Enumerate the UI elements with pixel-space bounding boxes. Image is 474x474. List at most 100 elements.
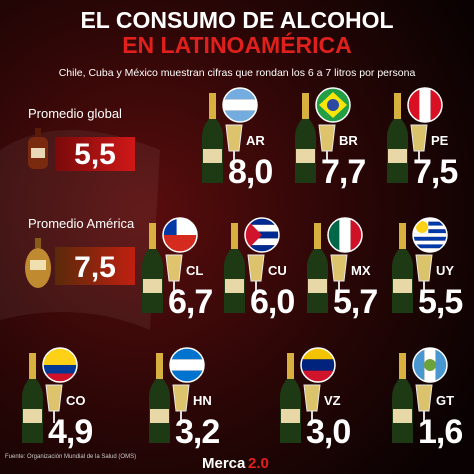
flag-part <box>430 88 442 122</box>
flag-part <box>301 348 335 360</box>
flag-part <box>170 348 204 360</box>
flag <box>328 218 362 252</box>
flag-ring <box>300 347 336 383</box>
country-code: HN <box>193 393 212 408</box>
flag-part <box>170 370 204 382</box>
country-code: VZ <box>324 393 341 408</box>
flag-part <box>416 221 428 233</box>
glass-stem <box>173 281 175 293</box>
glass-stem <box>233 151 235 163</box>
country-value: 1,6 <box>418 413 462 451</box>
average-box <box>55 137 135 171</box>
glass <box>415 384 433 412</box>
country-code: CO <box>66 393 86 408</box>
bottle-neck <box>394 93 401 119</box>
flag-ring <box>412 217 448 253</box>
glass <box>225 124 243 152</box>
flag-ring <box>162 217 198 253</box>
country-cards: AR 8,0 BR 7,7 PE 7,5 CL 6,7 CU 6,0 MX 5,7 UY 5,5 CO 4,9… <box>22 87 463 451</box>
country-card: CO 4,9 <box>22 347 93 451</box>
glass <box>303 384 321 412</box>
flag-part <box>413 240 447 245</box>
logo-accent: 2.0 <box>248 455 269 472</box>
average-value: 5,5 <box>74 138 116 171</box>
country-code: BR <box>339 133 358 148</box>
flag <box>413 348 447 382</box>
country-code: AR <box>246 133 265 148</box>
flag-ring <box>315 87 351 123</box>
country-value: 6,0 <box>250 283 294 321</box>
flag-part <box>413 233 447 237</box>
bottle-label <box>203 149 222 163</box>
bottle-neck <box>149 223 156 249</box>
glass <box>318 124 336 152</box>
glass <box>165 254 183 282</box>
flag-ring <box>244 217 280 253</box>
average-box <box>55 247 135 285</box>
glass-stem <box>255 281 257 293</box>
flag-part <box>413 244 447 249</box>
glass <box>45 384 63 412</box>
flag-part <box>419 88 431 122</box>
country-card: PE 7,5 <box>387 87 458 191</box>
source: Fuente: Organización Mundial de la Salud… <box>5 454 136 460</box>
flag-part <box>163 235 197 252</box>
flag <box>245 218 279 252</box>
glass <box>247 254 265 282</box>
country-code: GT <box>436 393 454 408</box>
bottle-neck <box>399 353 406 379</box>
glass-stem <box>418 151 420 163</box>
flag <box>408 88 442 122</box>
country-card: VZ 3,0 <box>280 347 351 451</box>
country-value: 6,7 <box>168 283 212 321</box>
bottle-neck <box>29 353 36 379</box>
flag-part <box>301 370 335 382</box>
flag <box>301 348 335 382</box>
flag-part <box>223 99 257 111</box>
bottle-label <box>150 409 169 423</box>
bottle-label <box>23 409 42 423</box>
glass-stem <box>338 281 340 293</box>
flag-part <box>327 99 339 111</box>
flag-ring <box>407 87 443 123</box>
flag-part <box>413 225 447 230</box>
country-card: MX 5,7 <box>307 217 378 321</box>
country-value: 7,5 <box>413 153 457 191</box>
bottle-neck <box>156 353 163 379</box>
flag-part <box>223 88 257 100</box>
country-value: 5,5 <box>418 283 462 321</box>
country-value: 8,0 <box>228 153 272 191</box>
flag-part <box>350 218 362 252</box>
flag-part <box>245 218 262 252</box>
subtitle: Chile, Cuba y México muestran cifras que… <box>59 67 416 79</box>
bottle-label <box>281 409 300 423</box>
country-card: CL 6,7 <box>142 217 213 321</box>
bottle-neck <box>314 223 321 249</box>
flag-part <box>245 238 279 246</box>
flag-part <box>413 229 447 234</box>
average-label: Promedio global <box>28 106 122 121</box>
flag-part <box>413 218 447 222</box>
logo-main: Merca <box>202 455 246 472</box>
glass <box>410 124 428 152</box>
flag-ring <box>169 347 205 383</box>
country-value: 3,0 <box>306 413 350 451</box>
glass-stem <box>423 281 425 293</box>
country-card: HN 3,2 <box>149 347 220 451</box>
title-line-2: EN LATINOAMÉRICA <box>122 31 352 58</box>
flag <box>170 348 204 382</box>
glass <box>330 254 348 282</box>
bottle-label <box>296 149 315 163</box>
country-value: 3,2 <box>175 413 219 451</box>
flag-ring <box>412 347 448 383</box>
bottle-neck <box>287 353 294 379</box>
flag-ring <box>222 87 258 123</box>
flag-part <box>245 245 279 252</box>
flag-part <box>43 348 77 365</box>
flag-part <box>245 224 279 232</box>
flag-part <box>245 218 279 225</box>
country-code: CU <box>268 263 287 278</box>
flag-ring <box>42 347 78 383</box>
flag-part <box>413 221 447 226</box>
